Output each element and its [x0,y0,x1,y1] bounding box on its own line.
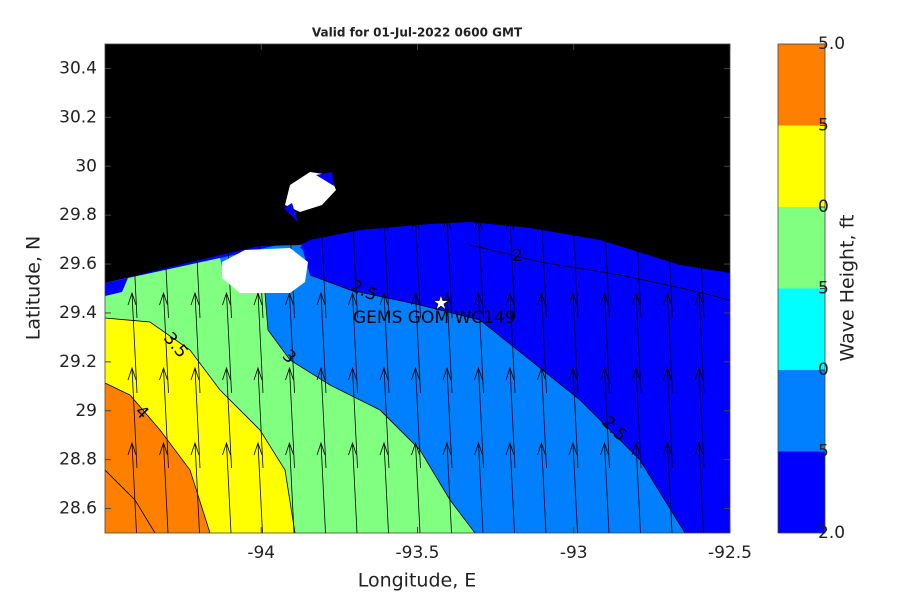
station-label: GEMS GOM WC149 [353,308,516,328]
wave-vector [285,366,295,469]
wave-vector [379,441,389,533]
wave-vector [159,441,169,533]
y-tick-label: 29.6 [59,254,97,274]
map [105,44,730,533]
wave-vector [600,366,610,469]
land [105,44,730,283]
wave-vector [222,441,232,533]
wave-vector [474,291,484,394]
wave-vector [159,366,169,469]
colorbar-segment [778,288,825,370]
wave-vector [379,291,390,394]
wave-vector [316,291,327,394]
y-tick-label: 30.2 [59,107,97,127]
wave-vector [442,291,453,394]
wave-vector [537,441,547,533]
wave-vector [190,441,200,533]
wave-vector [505,366,516,469]
colorbar-tick-label: 0 [818,197,829,217]
region [105,383,210,533]
inlet [300,238,320,258]
wave-vector [600,441,610,533]
station-marker: ★ [432,291,450,315]
y-tick-label: 29.8 [59,205,97,225]
island [285,172,336,212]
colorbar-tick-label: 2.0 [818,523,845,543]
wave-vector [253,441,263,533]
colorbar-segment [778,44,825,126]
wave-vector [442,441,452,533]
colorbar-tick-label: 5.0 [818,34,845,54]
colorbar-tick-label: 5 [818,442,829,462]
wave-vector [285,441,295,533]
wave-vector [694,366,705,469]
wave-vector [631,366,642,469]
region [105,278,128,296]
y-tick-label: 28.8 [59,450,97,470]
wave-vector [348,366,358,469]
wave-vector [348,291,358,394]
y-tick-label: 30.4 [59,58,97,78]
wave-vector [631,441,641,533]
wave-vector [474,366,484,469]
y-axis-label: Latitude, N [23,236,45,341]
wave-vector [411,366,421,469]
y-tick-label: 29.2 [59,352,97,372]
x-tick-label: -93.5 [396,543,440,563]
y-tick-label: 29.4 [59,303,97,323]
wave-vector [568,291,579,394]
wave-vector [127,366,138,469]
colorbar-tick-label: 5 [818,279,829,299]
wave-vector [190,366,201,469]
wave-vector [505,441,515,533]
x-axis-label: Longitude, E [358,570,477,592]
colorbar-tick-label: 5 [818,116,829,136]
wave-vector [190,291,201,394]
wave-vector [127,291,138,394]
wave-vector [663,441,673,533]
wave-vector [663,291,673,394]
wave-vector [537,291,547,394]
wave-vector [568,441,578,533]
wave-vector [222,291,232,394]
wave-vector [316,366,327,469]
wave-vector [568,366,579,469]
wave-vector [348,441,358,533]
wave-vector [222,366,232,469]
wave-vector [411,291,421,394]
y-tick-label: 30 [75,156,97,176]
wave-vector [600,291,610,394]
wave-vector [253,366,264,469]
colorbar-tick-label: 0 [818,360,829,380]
wave-vector [379,366,390,469]
contour-label: 2 [512,246,523,266]
inlet [284,172,334,222]
chart-title: Valid for 01-Jul-2022 0600 GMT [312,26,523,40]
wave-vector [474,441,484,533]
wave-vector [694,291,705,394]
wave-vector [505,291,516,394]
wave-vector [442,366,453,469]
contour-lines [105,244,730,533]
wave-vector [537,366,547,469]
wave-vector [631,291,642,394]
wave-vector [159,291,169,394]
x-tick-label: -94 [247,543,275,563]
wave-vector [316,441,326,533]
x-tick-label: -92.5 [708,543,752,563]
y-tick-label: 28.6 [59,499,97,519]
wave-vector [127,441,137,533]
colorbar-segment [778,451,825,533]
colorbar-label: Wave Height, ft [837,215,859,362]
wave-vector [411,441,421,533]
colorbar-segment [778,207,825,289]
wave-vector [663,366,673,469]
lake [222,248,308,293]
x-tick-label: -93 [560,543,588,563]
colorbar-segment [778,125,825,207]
y-tick-label: 29 [75,401,97,421]
colorbar-segment [778,370,825,452]
wave-vector [694,441,704,533]
